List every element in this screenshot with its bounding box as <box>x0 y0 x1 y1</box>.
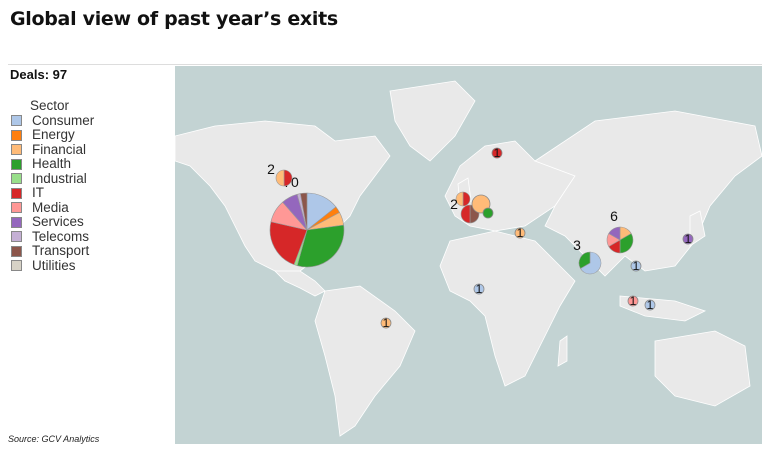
pie-slice-health <box>619 233 634 254</box>
deal-bubble[interactable]: 1 <box>514 226 526 240</box>
legend-label: Consumer <box>32 112 95 128</box>
bubble-count-label: 1 <box>630 294 637 308</box>
deal-bubble[interactable]: 6 <box>606 208 634 254</box>
land-indonesia <box>619 295 707 322</box>
pie-slice-it <box>283 169 293 187</box>
land-australia <box>654 330 751 407</box>
legend-swatch <box>11 202 22 214</box>
legend-item-transport[interactable]: Transport <box>10 243 94 259</box>
legend-header: Sector <box>30 98 70 113</box>
pie-slice-transport <box>300 192 308 231</box>
pie-slice-financial <box>455 191 464 207</box>
legend-item-services[interactable]: Services <box>10 214 94 230</box>
bubble-count-label: 1 <box>383 316 390 330</box>
legend-swatch <box>11 245 22 257</box>
legend-swatch <box>11 260 22 272</box>
bubble-count-label: 1 <box>633 259 640 273</box>
pie-slice-financial <box>380 317 392 329</box>
world-map[interactable]: 70221136111111 <box>175 66 762 444</box>
legend-swatch <box>11 129 22 141</box>
legend-swatch <box>11 187 22 199</box>
legend-swatch <box>11 231 22 243</box>
page-title: Global view of past year’s exits <box>10 8 338 30</box>
land-madagascar <box>557 335 568 367</box>
deal-bubble[interactable] <box>482 207 494 219</box>
legend-label: Financial <box>32 141 87 157</box>
land-asia <box>534 110 762 277</box>
pie-slice-it <box>462 191 471 207</box>
legend-label: Health <box>32 156 72 171</box>
land-central-america <box>274 270 326 297</box>
pie-slice-services <box>682 233 694 245</box>
bubble-count-label: 1 <box>517 226 524 240</box>
legend-swatch <box>11 173 22 185</box>
deal-bubble[interactable]: 1 <box>644 298 656 312</box>
bubble-count-label: 1 <box>494 146 501 160</box>
deal-bubble[interactable]: 1 <box>630 259 642 273</box>
deal-bubble[interactable]: 1 <box>682 232 694 246</box>
legend-swatch <box>11 115 22 127</box>
legend-label: Industrial <box>32 170 87 186</box>
deal-bubble[interactable]: 3 <box>573 237 602 275</box>
bubble-count-label: 1 <box>647 298 654 312</box>
bubble-count-label: 2 <box>450 196 458 212</box>
legend-label: Energy <box>32 127 75 142</box>
land-africa <box>439 230 576 387</box>
pie-slice-it <box>491 147 503 159</box>
legend-item-it[interactable]: IT <box>10 185 94 201</box>
legend-item-health[interactable]: Health <box>10 156 94 172</box>
legend-item-energy[interactable]: Energy <box>10 127 94 143</box>
legend-label: Telecoms <box>32 228 90 244</box>
deal-bubble[interactable]: 1 <box>473 282 485 296</box>
pie-slice-health <box>296 224 345 268</box>
legend-label: IT <box>32 185 44 200</box>
legend-swatch <box>11 144 22 156</box>
deal-bubble[interactable]: 70 <box>269 174 345 268</box>
legend-item-utilities[interactable]: Utilities <box>10 257 94 274</box>
deal-bubble[interactable]: 2 <box>450 196 480 224</box>
deal-bubble[interactable] <box>455 191 471 207</box>
pie-slice-health <box>482 207 494 219</box>
pie-slice-consumer <box>580 251 602 275</box>
pie-slice-consumer <box>644 299 656 311</box>
divider <box>8 64 762 65</box>
pie-slice-financial <box>514 227 526 239</box>
deal-bubble[interactable]: 1 <box>627 294 639 308</box>
legend-label: Transport <box>32 243 90 258</box>
legend-item-consumer[interactable]: Consumer <box>10 112 95 129</box>
bubble-count-label: 2 <box>267 161 275 177</box>
pie-slice-health <box>578 251 591 269</box>
legend-label: Media <box>32 199 69 215</box>
deal-bubble[interactable]: 1 <box>380 316 392 330</box>
pie-slice-it <box>269 221 308 266</box>
legend-item-telecoms[interactable]: Telecoms <box>10 228 94 245</box>
source-note: Source: GCV Analytics <box>8 434 100 444</box>
bubble-count-label: 1 <box>685 232 692 246</box>
bubble-count-label: 3 <box>573 237 581 253</box>
deals-count: Deals: 97 <box>10 67 68 82</box>
legend-label: Utilities <box>32 257 76 273</box>
pie-slice-consumer <box>630 260 642 272</box>
legend-swatch <box>11 216 22 228</box>
deal-bubble[interactable]: 2 <box>267 161 293 187</box>
pie-slice-media <box>627 295 639 307</box>
legend-item-financial[interactable]: Financial <box>10 141 94 158</box>
legend-swatch <box>11 158 22 170</box>
land-greenland <box>389 80 476 162</box>
sector-legend: Sector Consumer Energy Financial Health Indu… <box>10 98 95 274</box>
bubble-count-label: 6 <box>610 208 618 224</box>
pie-slice-financial <box>275 169 285 187</box>
bubble-count-label: 1 <box>476 282 483 296</box>
legend-label: Services <box>32 214 84 229</box>
pie-slice-consumer <box>473 283 485 295</box>
pie-slice-services <box>608 226 621 241</box>
pie-slice-it <box>460 204 471 224</box>
deal-bubble[interactable]: 1 <box>491 146 503 160</box>
legend-item-industrial[interactable]: Industrial <box>10 170 94 187</box>
legend-item-media[interactable]: Media <box>10 199 94 216</box>
